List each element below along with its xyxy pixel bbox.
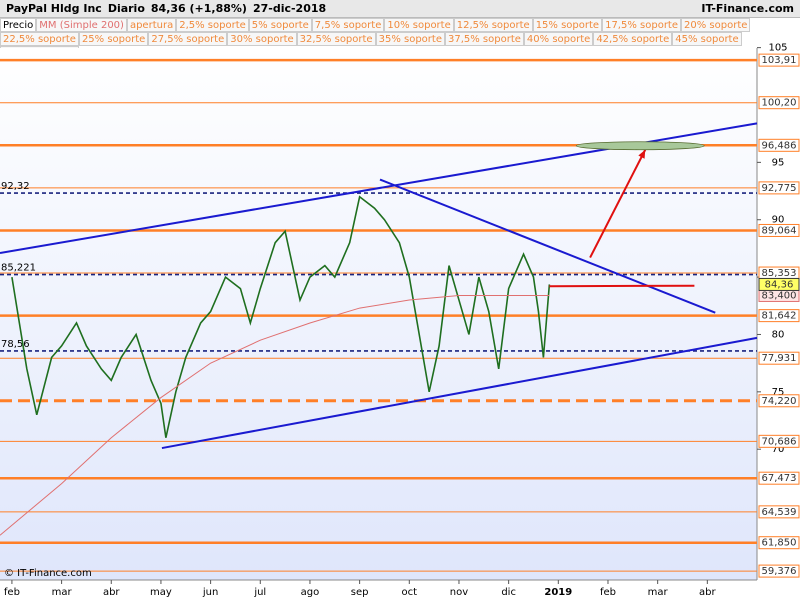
mark-label: 92,32: [1, 181, 30, 192]
level-label: 77,931: [762, 353, 797, 364]
ma-line: [0, 294, 550, 536]
x-tick-label: jul: [253, 587, 266, 598]
legend-item[interactable]: 27,5% soporte: [148, 32, 228, 46]
level-label-box: [758, 505, 800, 519]
y-tick-label: 105: [768, 43, 787, 54]
date: 27-dic-2018: [252, 2, 327, 15]
level-label-box: [758, 434, 800, 448]
legend-item[interactable]: 15% soporte: [532, 18, 603, 32]
legend-item[interactable]: 32,5% soporte: [296, 32, 376, 46]
level-label: 74,220: [762, 396, 797, 407]
level-label-box: [758, 394, 800, 408]
period: Diario: [107, 2, 145, 15]
level-label: 70,686: [762, 436, 797, 447]
legend-item[interactable]: 17,5% soporte: [602, 18, 682, 32]
x-tick-label: sep: [351, 587, 369, 598]
x-tick-label: oct: [402, 587, 418, 598]
price-line: [11, 195, 551, 438]
source: IT-Finance.com: [701, 2, 794, 15]
y-tick-label: 95: [772, 157, 785, 168]
level-label: 85,353: [762, 268, 797, 279]
x-tick-label: 2019: [544, 587, 572, 598]
ma-last-label: 83,400: [762, 290, 797, 301]
level-label: 61,850: [762, 538, 797, 549]
level-label-box: [758, 53, 800, 67]
x-tick-label: abr: [103, 587, 120, 598]
legend-item[interactable]: 35% soporte: [375, 32, 445, 46]
y-tick-label: 70: [772, 444, 785, 455]
legend-item[interactable]: 30% soporte: [227, 32, 297, 46]
x-tick-label: mar: [648, 587, 669, 598]
last-label-box: [758, 277, 800, 291]
level-label-box: [758, 564, 800, 578]
legend-item[interactable]: 22,5% soporte: [0, 32, 79, 46]
trendline: [549, 284, 695, 288]
plot-bg: [0, 48, 757, 580]
arrow-head: [638, 149, 646, 159]
level-label: 67,473: [762, 473, 797, 484]
x-tick-label: dic: [501, 587, 516, 598]
header: PayPal Hldg Inc Diario 84,36 (+1,88%) 27…: [0, 0, 800, 18]
footer: © IT-Finance.com: [4, 568, 92, 579]
level-label: 89,064: [762, 225, 797, 236]
legend-item[interactable]: 12,5% soporte: [453, 18, 533, 32]
legend-item[interactable]: 20% soporte: [681, 18, 751, 32]
level-label: 92,775: [762, 183, 797, 194]
y-tick-label: 80: [772, 329, 785, 340]
x-tick-label: abr: [699, 587, 716, 598]
x-tick-label: feb: [4, 587, 20, 598]
level-label-box: [758, 309, 800, 323]
level-label-box: [758, 223, 800, 237]
level-label-box: [758, 181, 800, 195]
x-tick-label: jun: [202, 587, 218, 598]
legend-item[interactable]: 42,5% soporte: [593, 32, 673, 46]
level-label: 81,642: [762, 311, 797, 322]
level-label: 103,91: [762, 55, 797, 66]
y-tick-label: 75: [772, 387, 785, 398]
level-label-box: [758, 351, 800, 365]
legend-item[interactable]: MM (Simple 200): [36, 18, 127, 32]
y-tick-label: 90: [772, 215, 785, 226]
x-tick-label: mar: [52, 587, 73, 598]
legend-item[interactable]: 25% soporte: [78, 32, 149, 46]
level-label: 100,20: [762, 98, 797, 109]
last-label: 84,36: [765, 279, 794, 290]
quote: 84,36 (+1,88%): [150, 2, 247, 15]
legend-item[interactable]: 10% soporte: [384, 18, 454, 32]
level-label-box: [758, 471, 800, 485]
legend-item[interactable]: apertura: [126, 18, 177, 32]
x-tick-label: feb: [600, 587, 616, 598]
legend-item[interactable]: 37,5% soporte: [444, 32, 524, 46]
legend-item[interactable]: Precio: [0, 18, 37, 32]
trendline: [379, 178, 716, 314]
level-label-box: [758, 138, 800, 152]
legend: Precio MM (Simple 200) apertura 2,5% soport…: [0, 18, 757, 48]
trendline: [161, 336, 758, 450]
legend-item[interactable]: 45% soporte: [672, 32, 742, 46]
title: PayPal Hldg Inc: [6, 2, 102, 15]
level-label: 59,376: [762, 566, 797, 577]
level-label-box: [758, 96, 800, 110]
x-tick-label: may: [150, 587, 172, 598]
level-label: 64,539: [762, 507, 797, 518]
x-tick-label: ago: [301, 587, 320, 598]
target-zone: [575, 141, 705, 151]
x-tick-label: nov: [450, 587, 468, 598]
level-label: 96,486: [762, 140, 797, 151]
level-label-box: [758, 536, 800, 550]
mark-label: 78,56: [1, 339, 30, 350]
legend-item[interactable]: 47,5% soporte: [0, 46, 79, 48]
arrow: [589, 149, 647, 259]
legend-item[interactable]: 7,5% soporte: [311, 18, 385, 32]
legend-item[interactable]: 40% soporte: [523, 32, 594, 46]
legend-item[interactable]: 2,5% soporte: [176, 18, 249, 32]
legend-item[interactable]: 5% soporte: [248, 18, 312, 32]
mark-label: 85,221: [1, 263, 36, 274]
